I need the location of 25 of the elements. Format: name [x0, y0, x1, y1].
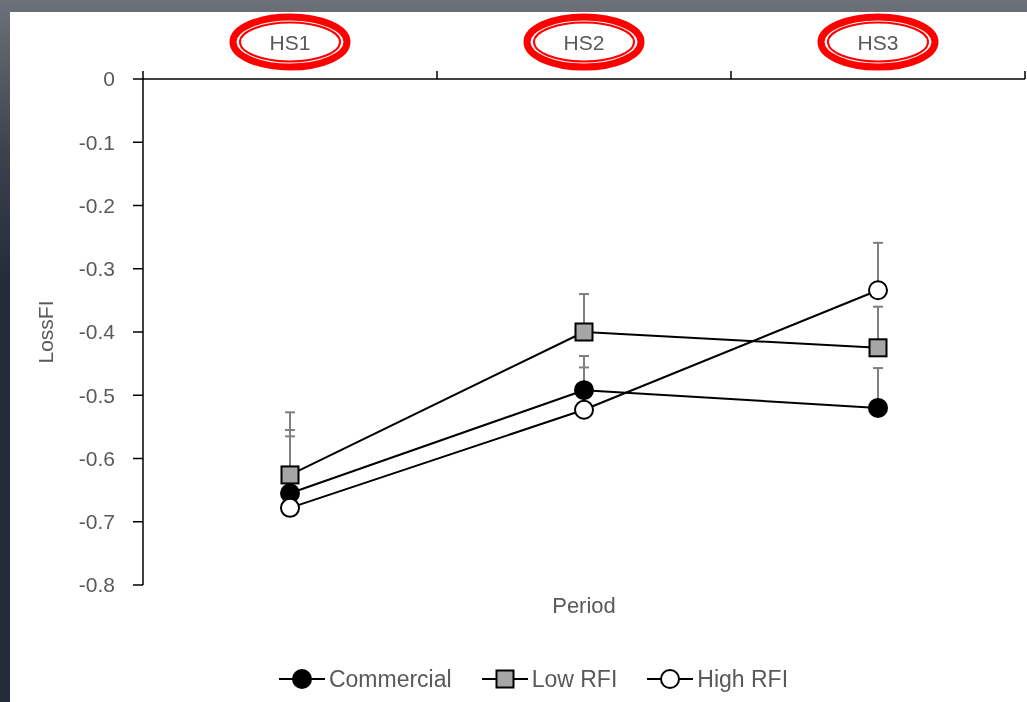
x-tick-label: HS1: [269, 30, 311, 54]
legend-label: Commercial: [328, 665, 452, 692]
point: [574, 322, 594, 342]
y-tick-label: 0: [103, 67, 115, 91]
legend-label: High RFI: [697, 665, 789, 692]
x-tick-label: HS2: [563, 30, 605, 54]
y-axis-title: LossFI: [33, 300, 57, 364]
y-tick-label: -0.6: [78, 446, 115, 470]
y-tick-label: -0.5: [78, 383, 115, 407]
point: [280, 465, 300, 485]
legend-label: Low RFI: [531, 665, 618, 692]
point: [868, 397, 888, 418]
point: [280, 497, 300, 518]
y-tick-label: -0.7: [78, 510, 115, 534]
point: [868, 338, 888, 358]
point: [574, 380, 594, 401]
x-axis-title: Period: [552, 593, 616, 618]
y-tick-label: -0.4: [78, 320, 116, 344]
y-tick-label: -0.2: [78, 193, 115, 217]
point: [574, 399, 594, 420]
y-tick-label: -0.1: [78, 130, 115, 154]
x-tick-label: HS3: [857, 30, 899, 54]
point: [868, 280, 888, 301]
y-tick-label: -0.8: [78, 573, 115, 597]
y-tick-label: -0.3: [78, 257, 115, 281]
